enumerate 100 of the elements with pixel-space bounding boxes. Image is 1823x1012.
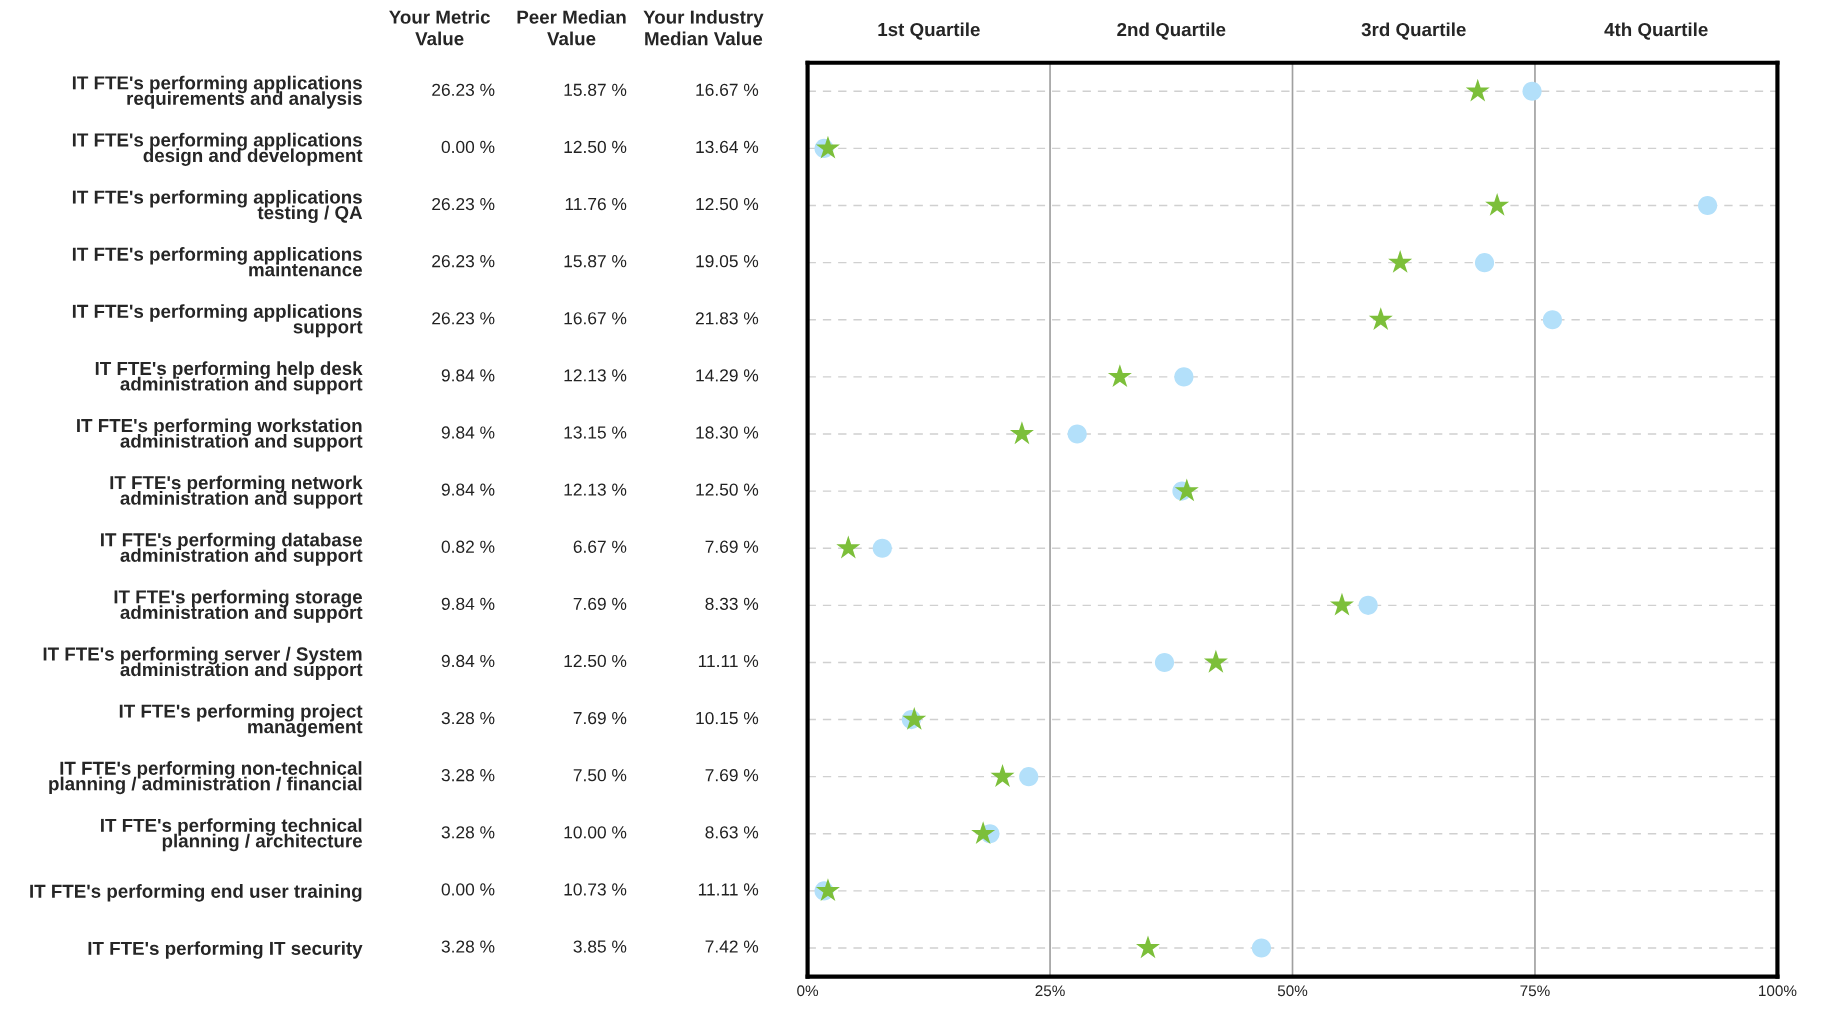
- data-label: 16.67 %: [564, 312, 627, 325]
- text: 3rd Quartile: [1361, 22, 1466, 40]
- data-label: 3.85 %: [573, 940, 627, 953]
- data-label: 16.67 %: [696, 83, 759, 96]
- point: [815, 878, 840, 902]
- text: Your Metric Value: [389, 10, 490, 46]
- category-label: IT FTE's performing storage administration and support: [114, 589, 363, 623]
- point: [1174, 478, 1199, 502]
- category-label: IT FTE's performing help desk administration and support: [95, 361, 363, 395]
- category-label: IT FTE's performing network administration and support: [110, 475, 363, 509]
- text: 1st Quartile: [878, 22, 980, 40]
- data-label: 9.84 %: [441, 369, 495, 382]
- data-label: 7.69 %: [573, 711, 627, 725]
- text: 2nd Quartile: [1117, 22, 1226, 40]
- data-label: 14.29 %: [696, 369, 759, 382]
- x-tick-label: 75%: [1520, 985, 1550, 997]
- point: [1522, 81, 1542, 101]
- category-label: IT FTE's performing applications maintenance: [72, 247, 362, 277]
- data-label: 3.28 %: [441, 711, 495, 725]
- data-label: 0.00 %: [441, 140, 495, 154]
- data-label: 10.15 %: [696, 711, 759, 725]
- data-label: 7.69 %: [705, 769, 759, 782]
- data-label: 13.64 %: [696, 140, 759, 154]
- point: [1329, 592, 1354, 616]
- data-label: 10.00 %: [564, 826, 627, 839]
- data-label: 0.00 %: [441, 883, 495, 896]
- data-label: 12.50 %: [696, 197, 759, 211]
- data-label: 12.13 %: [564, 369, 627, 382]
- point: [1358, 595, 1378, 615]
- data-label: 0.82 %: [441, 540, 495, 553]
- point: [815, 135, 840, 159]
- data-label: 3.28 %: [441, 826, 495, 839]
- data-label: 26.23 %: [432, 312, 495, 325]
- data-label: 11.11 %: [698, 883, 759, 896]
- data-label: 26.23 %: [432, 255, 495, 268]
- category-label: IT FTE's performing applications support: [72, 304, 363, 338]
- category-label: IT FTE's performing applications testing / QA: [72, 189, 363, 224]
- category-label: IT FTE's performing workstation administration and support: [77, 418, 363, 452]
- data-label: 12.50 %: [564, 140, 627, 154]
- data-label: 26.23 %: [432, 197, 495, 211]
- point: [1009, 421, 1034, 445]
- point: [872, 538, 892, 558]
- text: 4th Quartile: [1604, 22, 1708, 40]
- category-label: IT FTE's performing database administration and support: [101, 532, 363, 566]
- point: [1174, 367, 1194, 387]
- data-label: 26.23 %: [432, 83, 495, 96]
- x-tick-label: 25%: [1035, 985, 1065, 997]
- data-label: 9.84 %: [441, 597, 495, 610]
- data-label: 3.28 %: [441, 769, 495, 782]
- point: [1154, 652, 1175, 673]
- point: [1485, 192, 1510, 216]
- point: [1368, 307, 1393, 330]
- category-label: IT FTE's performing server / System administration and support: [43, 646, 363, 680]
- data-label: 7.50 %: [573, 769, 627, 782]
- data-label: 11.76 %: [565, 197, 627, 211]
- text: Your Industry Median Value: [643, 10, 764, 46]
- category-label: IT FTE's performing IT security: [88, 941, 363, 959]
- point: [1474, 253, 1495, 273]
- x-tick-label: 100%: [1759, 985, 1797, 997]
- data-label: 12.50 %: [696, 483, 759, 496]
- x-tick-label: 50%: [1277, 985, 1308, 997]
- data-label: 7.69 %: [705, 540, 759, 553]
- text: Peer Median Value: [517, 10, 626, 46]
- data-label: 12.13 %: [564, 483, 627, 496]
- category-label: IT FTE's performing end user training: [30, 884, 362, 902]
- category-label: IT FTE's performing applications requirements and analysis: [72, 75, 362, 109]
- data-label: 9.84 %: [441, 426, 495, 439]
- point: [1203, 649, 1228, 673]
- point: [1107, 364, 1132, 388]
- point: [836, 535, 861, 559]
- point: [1251, 938, 1272, 958]
- data-label: 15.87 %: [564, 255, 627, 268]
- point: [1388, 250, 1413, 273]
- point: [1067, 424, 1087, 444]
- point: [1136, 935, 1160, 959]
- data-label: 10.73 %: [564, 883, 627, 896]
- data-label: 3.28 %: [441, 940, 495, 953]
- point: [1542, 310, 1562, 330]
- point: [1698, 195, 1718, 216]
- category-label: IT FTE's performing non-technical planning / administration / financial: [49, 761, 362, 795]
- data-label: 9.84 %: [441, 654, 495, 668]
- point: [902, 706, 927, 730]
- data-label: 15.87 %: [564, 83, 627, 96]
- data-label: 21.83 %: [695, 312, 759, 325]
- data-label: 7.69 %: [573, 597, 627, 610]
- data-label: 11.11 %: [698, 654, 759, 668]
- data-label: 19.05 %: [696, 255, 759, 268]
- point: [1465, 78, 1490, 102]
- point: [990, 764, 1015, 787]
- data-label: 12.50 %: [564, 654, 627, 668]
- x-tick-label: 0%: [797, 985, 819, 997]
- category-label: IT FTE's performing applications design and development: [72, 132, 363, 166]
- data-label: 8.63 %: [705, 826, 759, 839]
- point: [971, 821, 996, 844]
- data-label: 18.30 %: [696, 426, 759, 439]
- point: [1019, 767, 1039, 787]
- data-label: 7.42 %: [705, 940, 759, 953]
- data-label: 6.67 %: [573, 540, 627, 553]
- data-label: 13.15 %: [564, 426, 627, 439]
- category-label: IT FTE's performing project management: [119, 704, 363, 738]
